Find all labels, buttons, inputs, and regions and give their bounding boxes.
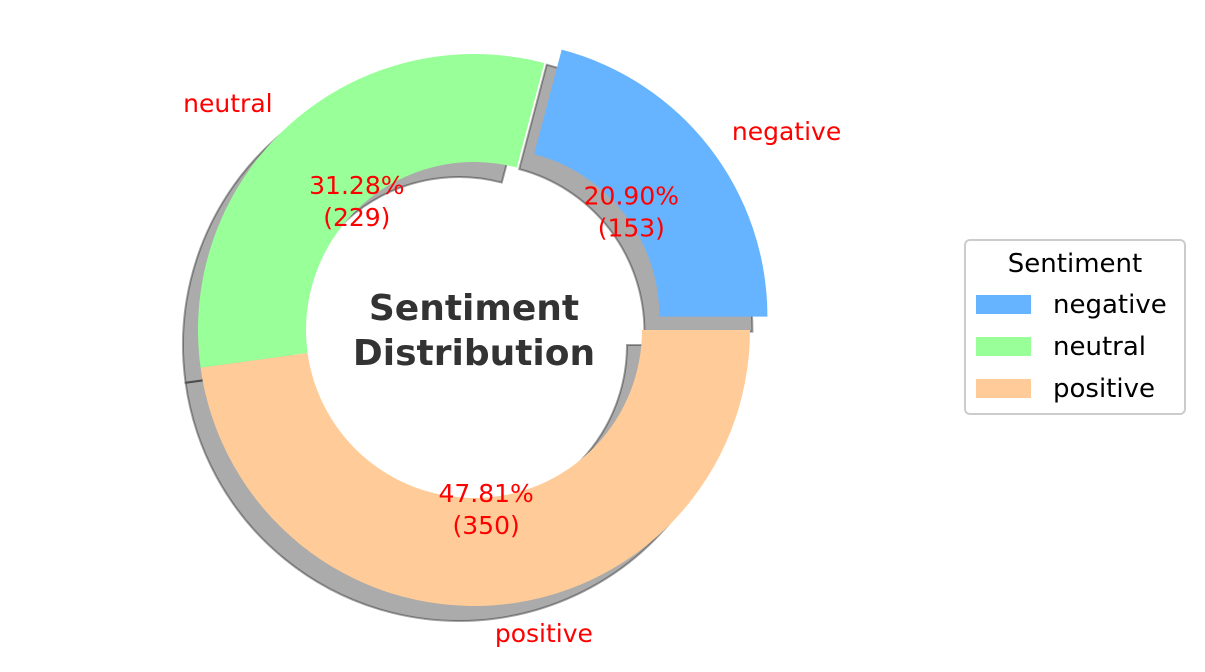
count-label-positive: (350) bbox=[453, 511, 520, 540]
count-label-neutral: (229) bbox=[323, 203, 390, 232]
legend-label-positive: positive bbox=[1053, 374, 1155, 404]
slice-positive bbox=[200, 330, 750, 607]
count-label-negative: (153) bbox=[598, 214, 665, 243]
legend-label-negative: negative bbox=[1053, 290, 1167, 320]
legend-swatch-negative bbox=[976, 295, 1031, 314]
slice-labels: negative 20.90% (153) neutral 31.28% (229) pos… bbox=[183, 89, 841, 648]
percent-label-neutral: 31.28% bbox=[309, 171, 404, 200]
outer-label-positive: positive bbox=[495, 619, 593, 648]
legend-items: negative neutral positive bbox=[976, 290, 1167, 404]
outer-label-neutral: neutral bbox=[183, 89, 272, 118]
legend: Sentiment negative neutral positive bbox=[964, 239, 1186, 415]
legend-swatch-positive bbox=[976, 379, 1031, 398]
slice-neutral bbox=[197, 53, 545, 368]
slice-negative bbox=[534, 49, 768, 317]
slices bbox=[197, 49, 768, 607]
chart-title: Sentiment bbox=[369, 288, 579, 329]
legend-label-neutral: neutral bbox=[1053, 332, 1146, 362]
legend-swatch-neutral bbox=[976, 337, 1031, 356]
percent-label-positive: 47.81% bbox=[438, 479, 533, 508]
legend-title: Sentiment bbox=[1008, 249, 1142, 279]
legend-frame bbox=[964, 239, 1186, 415]
chart-title-line-2: Distribution bbox=[353, 333, 595, 374]
percent-label-negative: 20.90% bbox=[584, 182, 679, 211]
outer-label-negative: negative bbox=[732, 117, 841, 146]
